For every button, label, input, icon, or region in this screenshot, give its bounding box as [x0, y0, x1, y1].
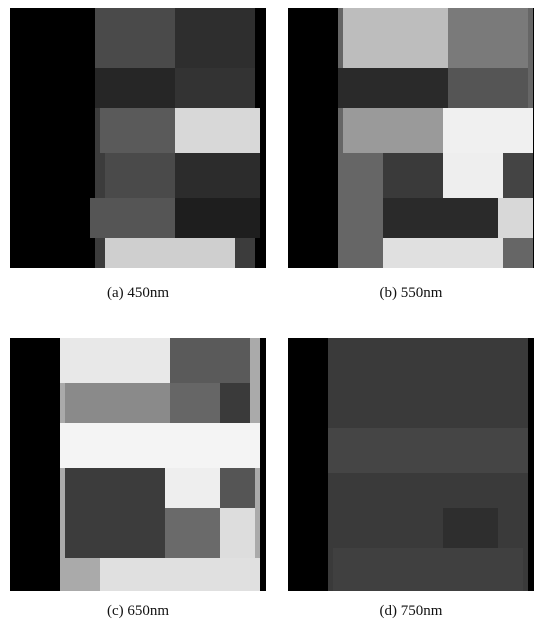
panel-image — [288, 338, 534, 591]
caption: (c) 650nm — [8, 603, 268, 620]
image-patch — [383, 238, 503, 268]
image-patch — [60, 338, 170, 383]
image-patch — [65, 468, 165, 508]
image-patch — [65, 383, 175, 423]
image-patch — [175, 68, 255, 108]
image-patch — [220, 468, 255, 508]
panel-image — [288, 8, 534, 268]
image-patch — [220, 383, 250, 423]
image-patch — [170, 338, 250, 383]
image-patch — [165, 508, 220, 558]
caption: (a) 450nm — [8, 285, 268, 302]
image-patch — [95, 8, 175, 68]
image-patch — [60, 423, 260, 468]
image-patch — [95, 68, 175, 108]
image-patch — [383, 153, 443, 198]
image-patch — [443, 153, 503, 198]
image-patch — [343, 108, 443, 153]
panel-image — [10, 338, 266, 591]
image-patch — [175, 198, 260, 238]
image-patch — [448, 8, 528, 68]
image-patch — [65, 508, 165, 558]
image-patch — [443, 508, 498, 553]
image-patch — [383, 198, 498, 238]
image-patch — [165, 468, 220, 508]
panel-image — [10, 8, 266, 268]
image-patch — [175, 153, 260, 198]
image-patch — [448, 68, 528, 108]
image-patch — [105, 238, 235, 268]
image-patch — [100, 558, 260, 591]
image-patch — [443, 108, 533, 153]
image-patch — [498, 198, 533, 238]
caption: (d) 750nm — [281, 603, 536, 620]
image-patch — [175, 108, 260, 153]
image-patch — [100, 108, 175, 153]
caption: (b) 550nm — [281, 285, 536, 302]
image-patch — [220, 508, 255, 558]
image-patch — [338, 68, 448, 108]
image-patch — [328, 428, 528, 473]
image-patch — [170, 383, 220, 423]
figure-page: (a) 450nm (b) 550nm (c) 650nm (d) 750nm … — [0, 0, 536, 625]
image-patch — [343, 8, 448, 68]
image-patch — [175, 8, 255, 68]
image-patch — [90, 198, 175, 238]
image-patch — [105, 153, 175, 198]
image-patch — [333, 548, 523, 591]
image-patch — [503, 153, 533, 198]
